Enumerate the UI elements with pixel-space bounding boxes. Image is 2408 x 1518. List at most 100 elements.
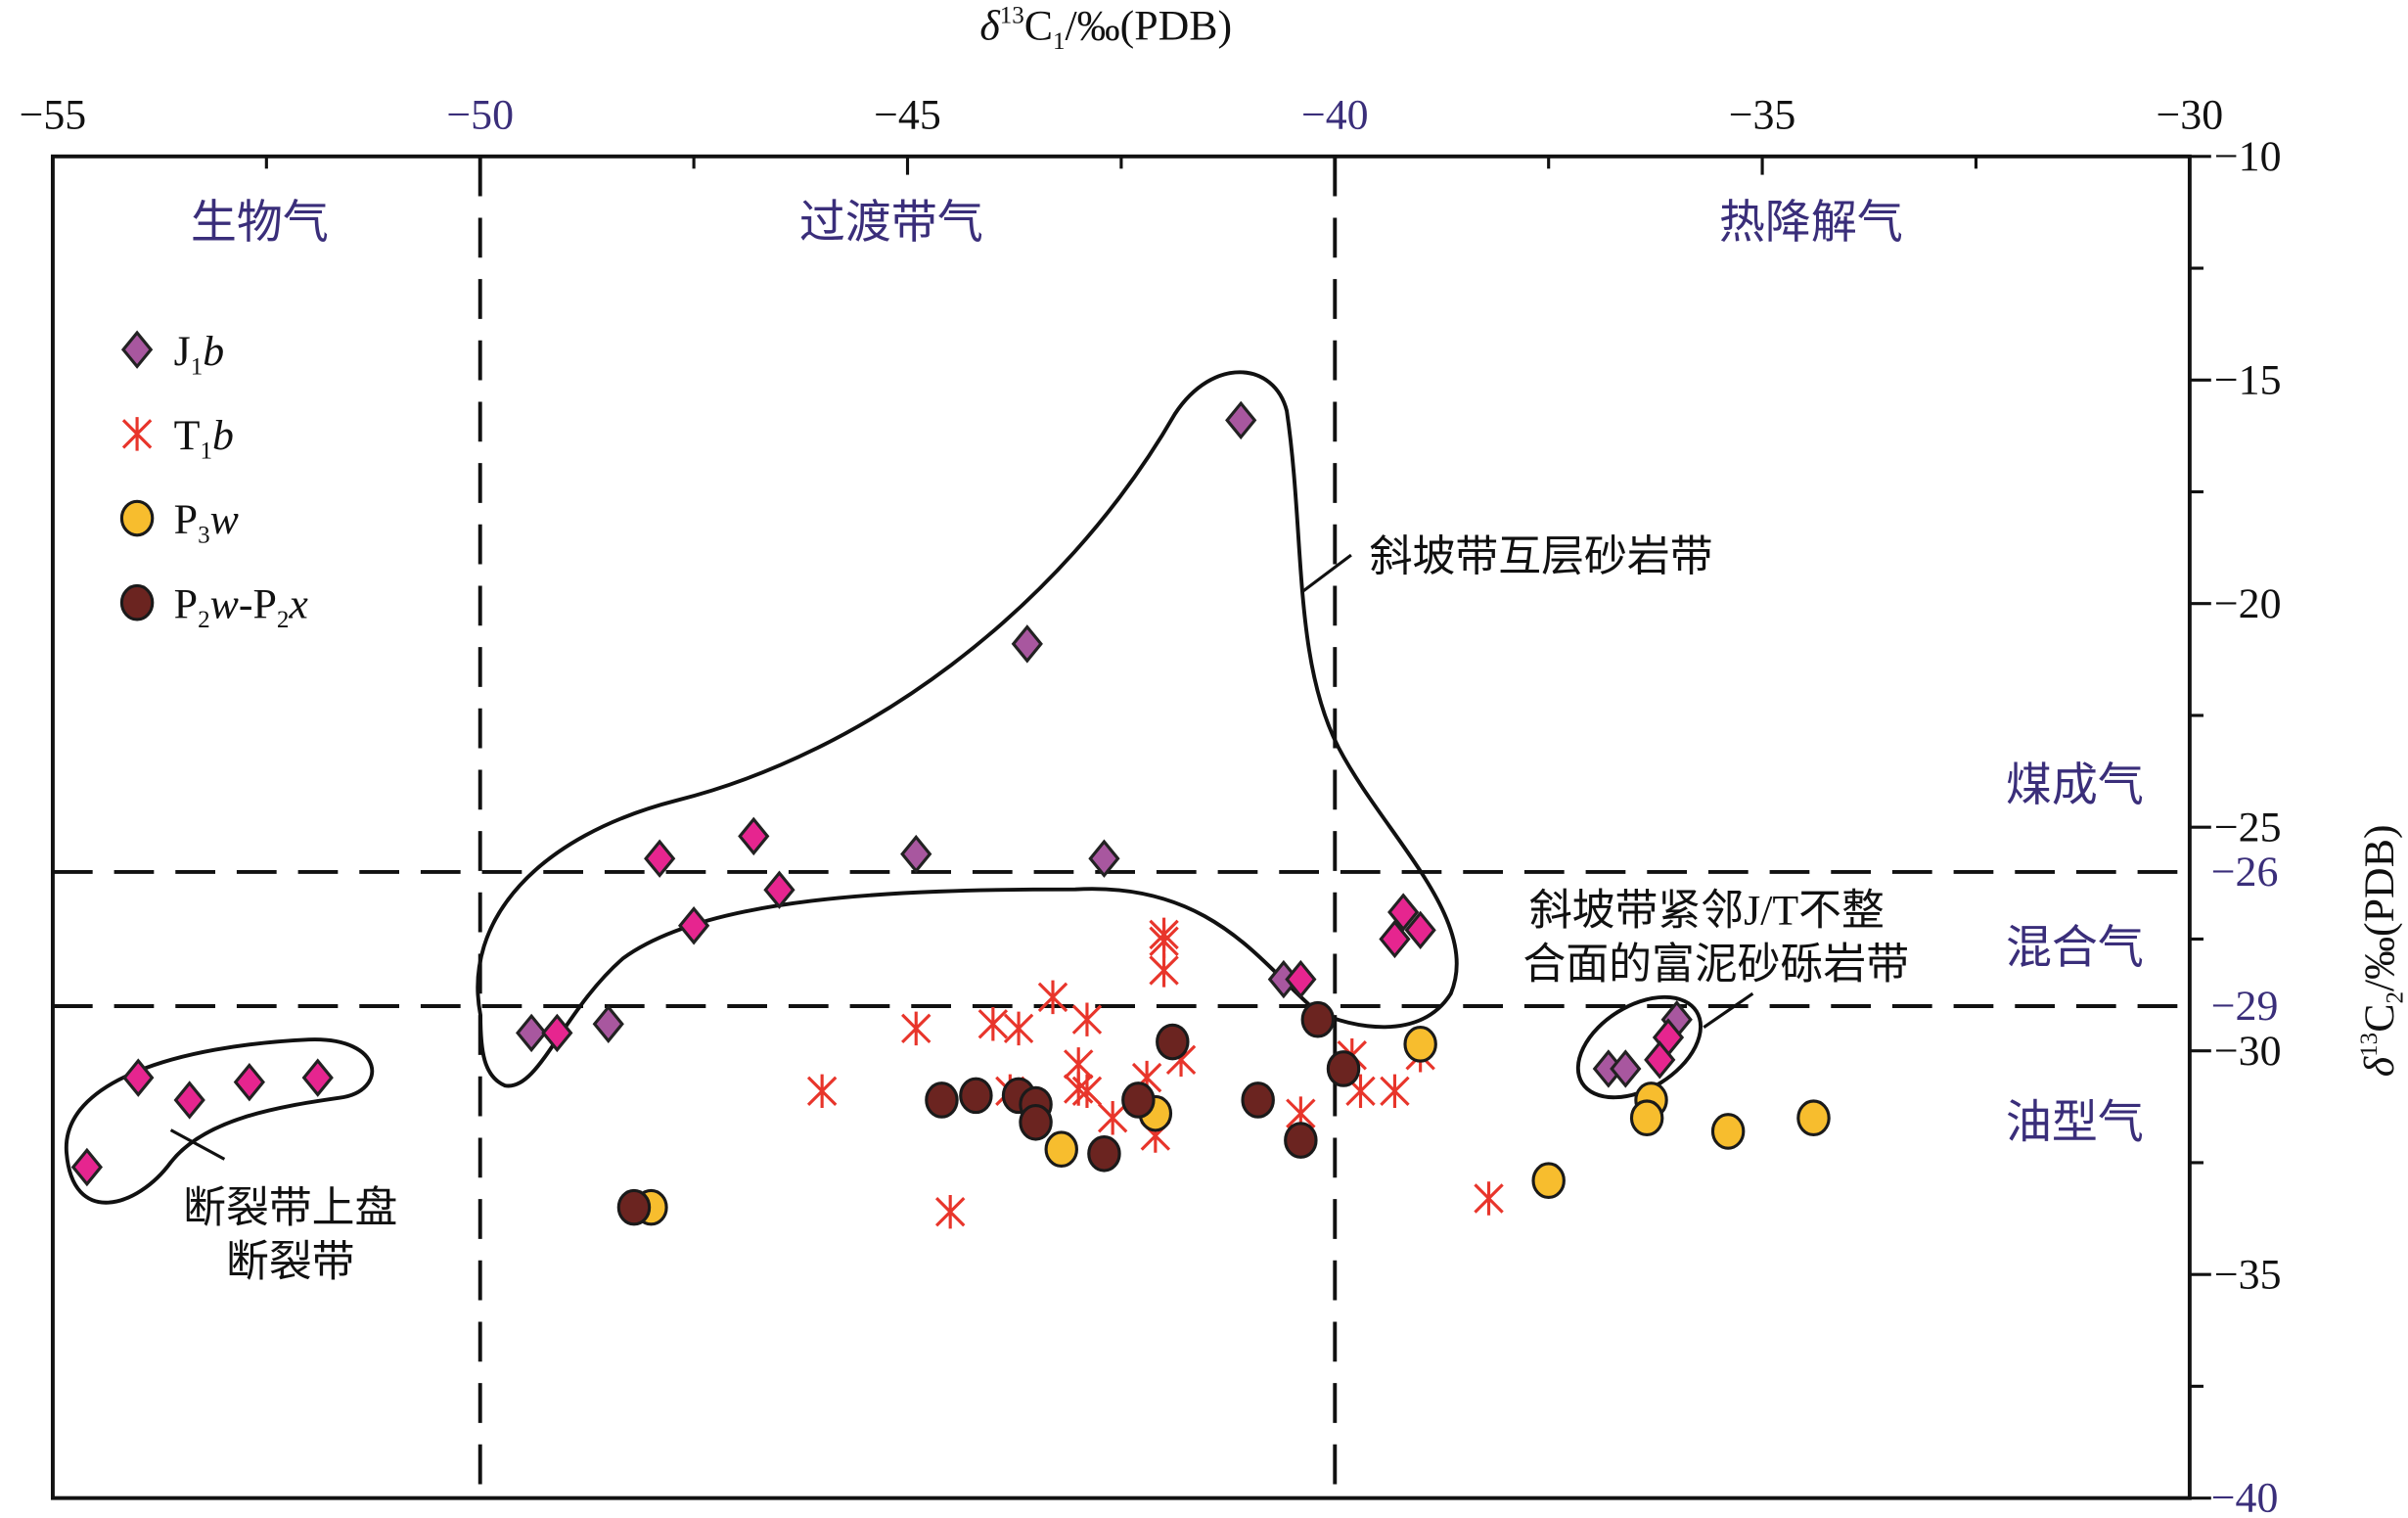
asterisk-stroke — [1149, 917, 1179, 952]
data-point — [677, 906, 710, 945]
data-point — [1149, 953, 1179, 988]
zone-label-oil: 油型气 — [2006, 1097, 2144, 1148]
y-tick-label: −30 — [2214, 1028, 2282, 1075]
data-point — [1387, 893, 1420, 932]
data-point — [1044, 1130, 1078, 1169]
x-tick-label: −45 — [874, 92, 941, 139]
legend-label: P3w — [174, 496, 239, 548]
asterisk-stroke — [806, 1074, 838, 1109]
data-point — [1285, 959, 1317, 999]
data-point — [1796, 1099, 1831, 1137]
data-point — [901, 1011, 931, 1046]
asterisk-stroke — [1380, 1074, 1410, 1109]
data-point — [977, 1007, 1009, 1041]
annotation-slope-mud-2: 合面的富泥砂砾岩带 — [1522, 941, 1909, 989]
zone-label-coal: 煤成气 — [2006, 760, 2144, 811]
data-point — [1156, 1023, 1190, 1061]
annotation-slope-interbed: 斜坡带互层砂岩带 — [1370, 533, 1713, 580]
data-point — [516, 1013, 548, 1053]
y-tick-label: −25 — [2214, 804, 2282, 851]
y-tick-label: −15 — [2214, 356, 2282, 403]
data-point — [122, 1058, 155, 1097]
data-point — [1629, 1099, 1664, 1137]
annotation-fault-1: 断裂带上盘 — [183, 1184, 397, 1232]
data-point — [1284, 1122, 1318, 1159]
asterisk-stroke — [1071, 1002, 1103, 1036]
data-point — [1087, 1134, 1121, 1173]
legend-marker-circle — [119, 583, 155, 621]
legend-label: P2w-P2x — [174, 580, 309, 632]
y-tick-label: −35 — [2214, 1251, 2282, 1298]
x-tick-label: −50 — [446, 92, 514, 139]
legend: J1b T1b P3w P2w-P2x — [119, 328, 309, 633]
data-point — [1610, 1049, 1642, 1088]
zone-label-transition: 过渡带气 — [799, 198, 983, 249]
data-point — [616, 1188, 652, 1226]
data-point — [1019, 1104, 1053, 1141]
data-point — [1474, 1181, 1504, 1216]
x-tick-label: −55 — [20, 92, 87, 139]
asterisk-stroke — [1071, 1074, 1103, 1109]
series-T1b — [806, 917, 1504, 1229]
legend-label: J1b — [174, 328, 225, 380]
zone-label-mixed: 混合气 — [2006, 923, 2144, 974]
data-point — [900, 834, 932, 874]
y-tick-label: −10 — [2214, 133, 2282, 180]
data-point — [1149, 917, 1179, 952]
data-point — [1531, 1162, 1566, 1200]
legend-item: J1b — [120, 328, 225, 380]
data-point — [1097, 1100, 1128, 1135]
y-axis-title: δ13C2/‰(PDB) — [2356, 824, 2408, 1077]
fault-zone-curve — [65, 1037, 375, 1205]
data-point — [1037, 980, 1068, 1015]
legend-item: T1b — [121, 412, 234, 464]
data-point — [1644, 1040, 1676, 1080]
x-axis-title: δ13C1/‰(PDB) — [979, 3, 1232, 56]
data-point — [1088, 839, 1120, 878]
series-J1b — [516, 400, 1693, 1088]
leader-line-fault — [169, 1128, 226, 1161]
asterisk-stroke — [121, 417, 153, 451]
series-P2w-P2x — [616, 1000, 1361, 1226]
leader-line-interbed — [1300, 553, 1352, 593]
asterisk-stroke — [901, 1011, 931, 1046]
data-point — [644, 839, 676, 878]
slope-interbed-curve — [476, 370, 1459, 1088]
data-point — [1379, 919, 1411, 959]
legend-marker-diamond — [120, 330, 154, 369]
asterisk-stroke — [1097, 1100, 1128, 1135]
x-tick-label: −35 — [1729, 92, 1796, 139]
data-point — [541, 1013, 573, 1053]
asterisk-stroke — [1037, 980, 1068, 1015]
data-point — [1710, 1113, 1746, 1150]
asterisk-stroke — [1149, 953, 1179, 988]
data-point — [1326, 1050, 1361, 1087]
data-point — [1241, 1081, 1275, 1119]
data-point — [592, 1004, 624, 1043]
y-tick-label: −20 — [2214, 580, 2282, 627]
data-point — [1225, 400, 1257, 440]
data-point — [1071, 1074, 1103, 1109]
zone-label-thermal: 热降解气 — [1719, 198, 1903, 249]
y-tick-label: −26 — [2211, 849, 2279, 896]
legend-marker-circle — [119, 499, 155, 537]
zone-label-biogenic: 生物气 — [191, 198, 329, 249]
slope-mud-curve — [1575, 994, 1704, 1100]
data-point — [1380, 1074, 1410, 1109]
data-point — [301, 1058, 334, 1097]
data-point — [1011, 624, 1043, 664]
legend-item: P2w-P2x — [119, 580, 309, 633]
y-tick-label: −29 — [2211, 983, 2279, 1030]
legend-label: T1b — [174, 412, 234, 464]
series-unlabeled-diamond — [70, 816, 1685, 1187]
legend-marker-asterisk — [121, 417, 153, 451]
divider-lines — [52, 156, 2190, 1498]
data-point — [1121, 1081, 1156, 1119]
data-point — [233, 1062, 265, 1102]
data-points — [70, 400, 1831, 1229]
data-point — [1003, 1011, 1034, 1046]
data-point — [763, 870, 795, 909]
y-tick-label: −40 — [2211, 1475, 2279, 1518]
